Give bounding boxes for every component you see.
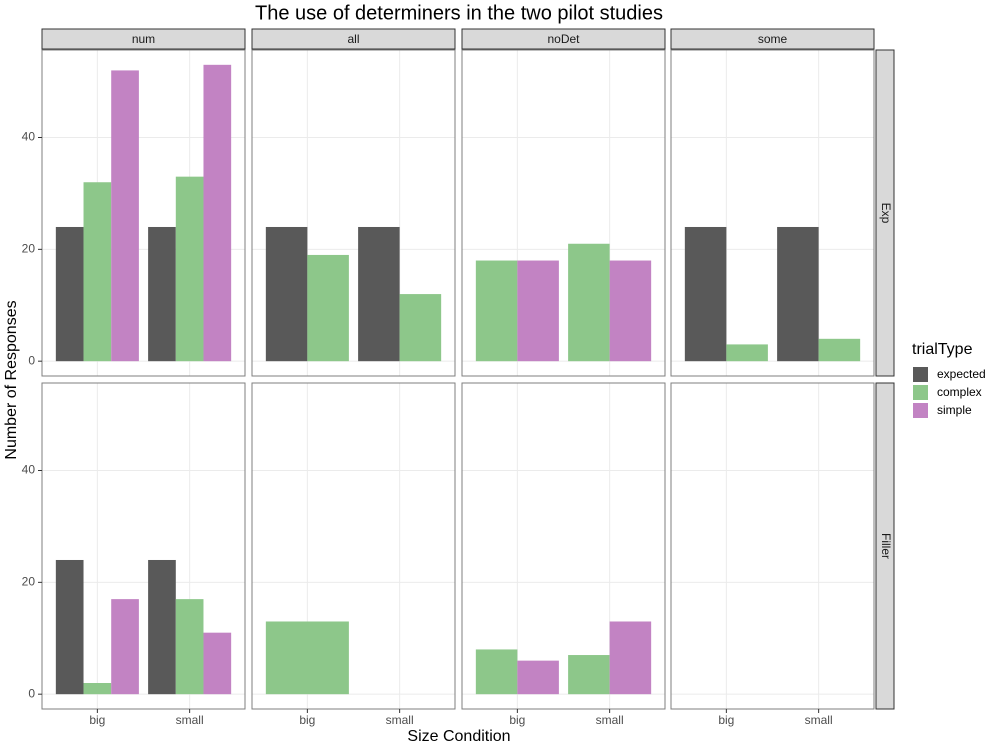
bar — [517, 660, 559, 695]
x-tick-label: big — [718, 713, 734, 727]
bar — [609, 260, 652, 362]
bar — [203, 64, 232, 362]
legend-label: expected — [937, 367, 986, 381]
bar — [777, 226, 819, 362]
bar — [358, 226, 400, 362]
panel-border — [670, 49, 875, 377]
panel-border — [461, 49, 666, 377]
y-tick-label: 20 — [22, 242, 36, 256]
bar — [307, 254, 349, 362]
bar — [203, 632, 232, 695]
y-tick-label: 40 — [22, 130, 36, 144]
bar — [475, 260, 518, 362]
row-strip — [875, 49, 895, 377]
panel-border — [461, 382, 666, 710]
bar — [265, 621, 349, 695]
y-tick-label: 0 — [28, 353, 35, 367]
legend-swatch — [913, 403, 928, 418]
row-strip-label: Filler — [879, 533, 893, 559]
x-axis-title: Size Condition — [407, 728, 510, 745]
bar — [265, 226, 308, 362]
legend-swatch — [913, 385, 928, 400]
column-strip — [41, 28, 246, 50]
bar — [568, 655, 610, 695]
column-strip-label: num — [132, 32, 155, 46]
x-tick-label: small — [805, 713, 833, 727]
legend-label: complex — [937, 385, 982, 399]
panel-background — [671, 383, 874, 709]
x-tick-label: small — [596, 713, 624, 727]
bar — [609, 621, 652, 695]
y-tick-label: 20 — [22, 575, 36, 589]
legend-label: simple — [937, 403, 972, 417]
bar — [399, 294, 442, 362]
bar — [83, 182, 112, 362]
bar — [684, 226, 727, 362]
row-strip — [875, 382, 895, 710]
panel-border — [670, 382, 875, 710]
bar — [111, 599, 139, 695]
bar — [83, 682, 112, 695]
bar — [517, 260, 559, 362]
bar — [475, 649, 518, 695]
bar — [175, 599, 204, 695]
bar — [726, 344, 768, 362]
column-strip — [251, 28, 456, 50]
panel-border — [251, 49, 456, 377]
y-tick-label: 0 — [28, 686, 35, 700]
panel-border — [251, 382, 456, 710]
bar — [175, 176, 204, 362]
panel-border — [41, 49, 246, 377]
bar — [55, 559, 84, 695]
column-strip-label: noDet — [547, 32, 580, 46]
panel-border — [41, 382, 246, 710]
column-strip — [670, 28, 875, 50]
x-tick-label: big — [509, 713, 525, 727]
x-tick-label: small — [386, 713, 414, 727]
column-strip-label: all — [347, 32, 359, 46]
y-axis-title: Number of Responses — [3, 300, 20, 459]
bar — [111, 70, 139, 362]
bar — [148, 226, 176, 362]
x-tick-label: small — [176, 713, 204, 727]
chart-title: The use of determiners in the two pilot … — [255, 2, 663, 24]
column-strip-label: some — [758, 32, 788, 46]
legend-swatch — [913, 367, 928, 382]
legend-title: trialType — [912, 341, 973, 358]
bar — [148, 559, 176, 695]
bar — [818, 338, 861, 362]
x-tick-label: big — [299, 713, 315, 727]
column-strip — [461, 28, 666, 50]
bar — [55, 226, 84, 362]
y-tick-label: 40 — [22, 463, 36, 477]
x-tick-label: big — [89, 713, 105, 727]
bar — [568, 243, 610, 362]
row-strip-label: Exp — [879, 203, 893, 224]
